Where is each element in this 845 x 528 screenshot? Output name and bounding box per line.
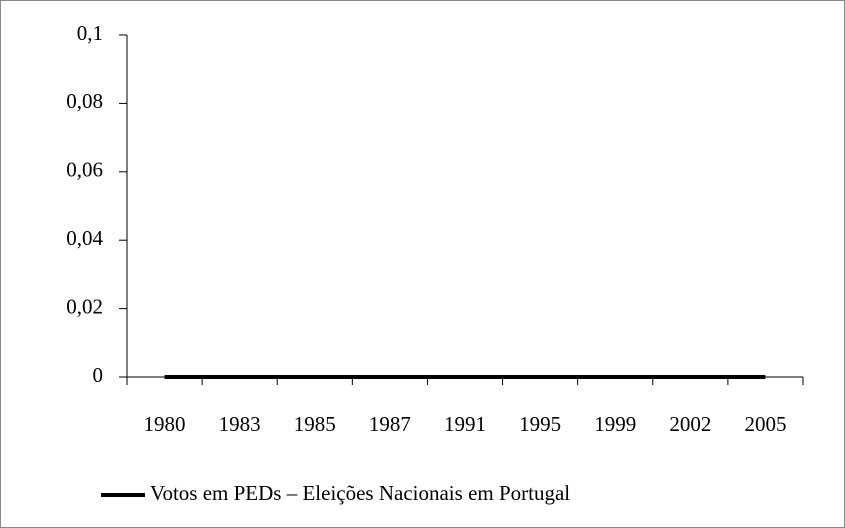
legend-label: Votos em PEDs – Eleições Nacionais em Po… (150, 481, 570, 505)
x-tick-label: 1999 (594, 412, 636, 436)
x-tick-label: 1991 (444, 412, 486, 436)
y-tick-label: 0 (93, 363, 104, 387)
x-tick-label: 1995 (519, 412, 561, 436)
y-tick-label: 0,1 (77, 21, 103, 45)
x-tick-label: 1980 (144, 412, 186, 436)
x-tick-label: 2002 (669, 412, 711, 436)
x-tick-label: 1987 (369, 412, 411, 436)
y-tick-label: 0,08 (66, 89, 103, 113)
x-tick-label: 1983 (219, 412, 261, 436)
x-tick-label: 2005 (744, 412, 786, 436)
y-tick-label: 0,06 (66, 158, 103, 182)
x-tick-label: 1985 (294, 412, 336, 436)
y-tick-label: 0,04 (66, 226, 103, 250)
y-tick-label: 0,02 (66, 294, 103, 318)
